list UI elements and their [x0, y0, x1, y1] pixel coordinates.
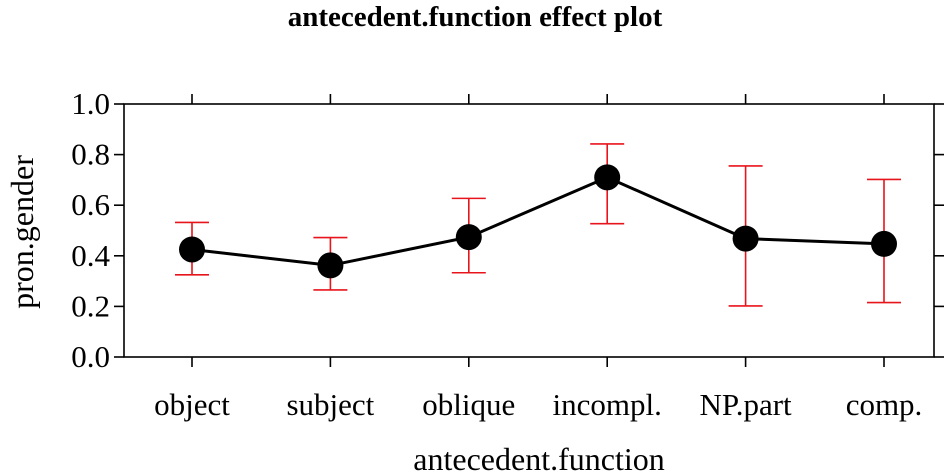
data-points — [179, 164, 897, 279]
y-tick-label: 0.8 — [71, 137, 110, 172]
y-tick-label: 0.4 — [71, 238, 110, 273]
x-axis: object subject oblique incompl. NP.part comp. — [154, 94, 922, 422]
data-point — [732, 225, 759, 252]
x-axis-label: antecedent.function — [413, 441, 664, 474]
y-tick-label: 0.6 — [71, 187, 110, 222]
y-tick-label: 1.0 — [71, 86, 110, 121]
x-tick-label: comp. — [846, 387, 923, 422]
x-tick-label: object — [154, 387, 230, 422]
series-line — [191, 175, 885, 267]
y-tick-label: 0.0 — [71, 339, 110, 374]
error-bars — [175, 143, 901, 307]
y-tick-label: 0.2 — [71, 288, 110, 323]
data-point — [179, 236, 205, 263]
x-tick-label: oblique — [422, 387, 515, 422]
y-axis: 0.0 0.2 0.4 0.6 0.8 1.0 — [71, 86, 944, 374]
data-point — [871, 230, 897, 257]
x-tick-label: subject — [286, 387, 374, 422]
plot-frame — [123, 103, 935, 358]
data-point — [317, 252, 344, 279]
data-point — [594, 164, 621, 191]
series-polyline — [191, 175, 885, 267]
x-tick-label: NP.part — [700, 387, 793, 422]
y-axis-label: pron.gender — [4, 155, 40, 309]
x-tick-label: incompl. — [553, 387, 662, 422]
data-point — [455, 224, 482, 251]
chart-title: antecedent.function effect plot — [288, 1, 663, 33]
